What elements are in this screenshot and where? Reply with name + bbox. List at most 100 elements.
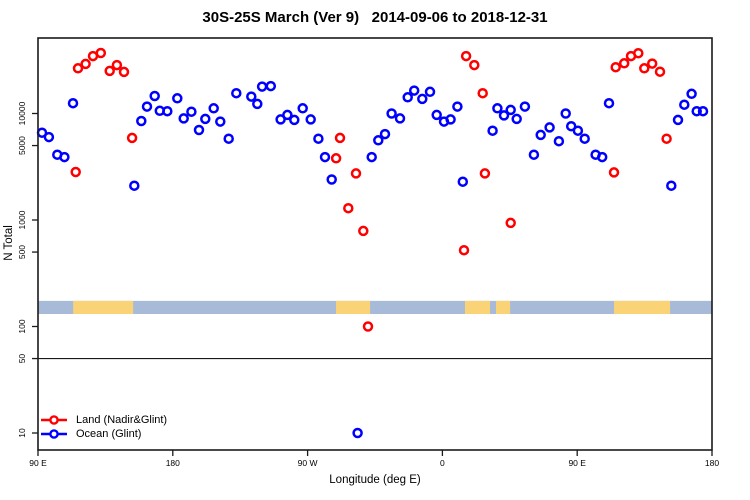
y-tick-label: 500 <box>17 245 27 259</box>
data-point-land <box>477 87 488 99</box>
data-point-ocean <box>697 105 709 117</box>
x-tick-label: 180 <box>166 458 180 468</box>
data-point-ocean <box>553 135 565 147</box>
data-point-land <box>646 58 658 69</box>
y-tick-label: 10000 <box>17 101 27 125</box>
data-point-ocean <box>193 124 205 136</box>
data-point-ocean <box>417 93 428 105</box>
x-axis-title: Longitude (deg E) <box>329 474 421 486</box>
data-point-ocean <box>252 98 263 110</box>
data-point-ocean <box>535 129 546 141</box>
land-strip-segment <box>73 300 134 315</box>
legend-item-land: Land (Nadir&Glint) <box>40 413 167 427</box>
data-point-ocean <box>43 131 55 143</box>
x-tick-label: 90 E <box>568 458 586 468</box>
data-point-ocean <box>297 103 308 114</box>
data-point-ocean <box>487 125 498 136</box>
data-point-ocean <box>457 176 469 187</box>
data-point-ocean <box>452 101 463 112</box>
legend-item-ocean: Ocean (Glint) <box>40 427 167 441</box>
data-point-ocean <box>208 103 219 114</box>
data-point-land <box>654 66 666 77</box>
data-point-land <box>661 133 672 144</box>
x-tick-label: 90 W <box>298 458 318 468</box>
data-point-ocean <box>215 116 226 127</box>
data-point-ocean <box>544 122 555 133</box>
data-point-ocean <box>572 125 584 136</box>
data-point-ocean <box>379 128 391 140</box>
data-point-ocean <box>579 133 590 144</box>
data-point-ocean <box>528 149 540 160</box>
data-point-ocean <box>560 108 571 119</box>
plot-box <box>37 37 713 451</box>
data-point-ocean <box>319 151 331 163</box>
data-point-ocean <box>505 104 516 116</box>
land-strip-segment <box>336 300 371 315</box>
data-point-ocean <box>408 85 420 96</box>
data-point-ocean <box>691 105 702 117</box>
data-point-ocean <box>246 91 257 102</box>
data-point-land <box>70 166 81 178</box>
data-point-ocean <box>402 92 413 103</box>
data-point-ocean <box>424 86 436 98</box>
legend: Land (Nadir&Glint) Ocean (Glint) <box>40 413 167 441</box>
data-point-land <box>505 217 516 229</box>
data-point-ocean <box>352 427 363 439</box>
data-point-land <box>118 66 130 78</box>
data-point-ocean <box>672 114 684 126</box>
land-strip-segment <box>496 300 511 315</box>
y-tick-label: 10 <box>17 428 27 438</box>
data-point-ocean <box>275 114 286 125</box>
data-point-land <box>469 59 480 71</box>
data-point-ocean <box>686 88 697 100</box>
land-strip-segment <box>465 300 491 315</box>
y-tick-label: 50 <box>17 354 27 364</box>
data-point-ocean <box>149 90 160 102</box>
x-tick-label: 180 <box>705 458 719 468</box>
data-point-ocean <box>172 93 183 104</box>
chart-title: 30S-25S March (Ver 9) 2014-09-06 to 2018… <box>202 9 548 26</box>
data-point-land <box>618 58 630 69</box>
data-point-land <box>330 153 342 164</box>
data-point-ocean <box>679 99 690 110</box>
data-point-ocean <box>596 151 608 163</box>
data-point-ocean <box>313 133 324 144</box>
data-point-ocean <box>282 109 293 121</box>
data-point-ocean <box>178 113 189 124</box>
data-point-land <box>358 225 369 237</box>
data-point-ocean <box>519 101 531 112</box>
data-point-land <box>334 132 346 144</box>
data-point-ocean <box>498 110 510 121</box>
data-point-ocean <box>603 97 615 109</box>
data-point-ocean <box>289 114 300 126</box>
legend-label-land: Land (Nadir&Glint) <box>76 414 168 426</box>
data-point-ocean <box>394 113 406 124</box>
data-point-ocean <box>265 80 277 92</box>
data-point-ocean <box>59 151 70 163</box>
data-point-land <box>608 167 620 178</box>
legend-label-ocean: Ocean (Glint) <box>76 428 142 440</box>
data-point-ocean <box>492 103 503 114</box>
data-point-land <box>104 65 115 77</box>
data-point-land <box>460 50 472 62</box>
data-point-land <box>80 58 91 70</box>
land-strip-segment <box>614 300 671 315</box>
data-point-land <box>639 63 650 74</box>
data-point-land <box>458 244 470 256</box>
land-legend-symbol-icon <box>41 415 67 425</box>
data-point-ocean <box>200 113 211 125</box>
data-point-land <box>126 132 138 144</box>
data-point-ocean <box>666 180 677 191</box>
data-point-ocean <box>231 87 242 99</box>
data-point-ocean <box>67 97 79 109</box>
y-axis-title: N Total <box>3 225 15 261</box>
data-point-ocean <box>386 108 397 119</box>
data-point-land <box>111 59 123 71</box>
data-point-ocean <box>431 109 442 121</box>
y-tick-label: 100 <box>17 319 27 333</box>
data-point-ocean <box>129 180 140 191</box>
data-point-ocean <box>305 114 316 125</box>
data-point-land <box>362 321 374 332</box>
data-point-ocean <box>366 151 377 163</box>
